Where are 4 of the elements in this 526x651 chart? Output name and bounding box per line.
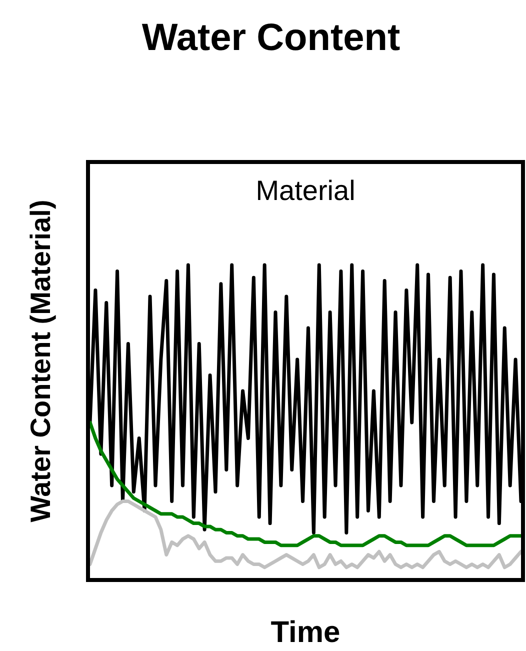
x-axis-title: Time — [270, 616, 340, 649]
chart-title: Water Content — [142, 17, 400, 59]
text: Material — [256, 175, 356, 206]
y-axis-title: Water Content (Material) — [25, 200, 56, 522]
